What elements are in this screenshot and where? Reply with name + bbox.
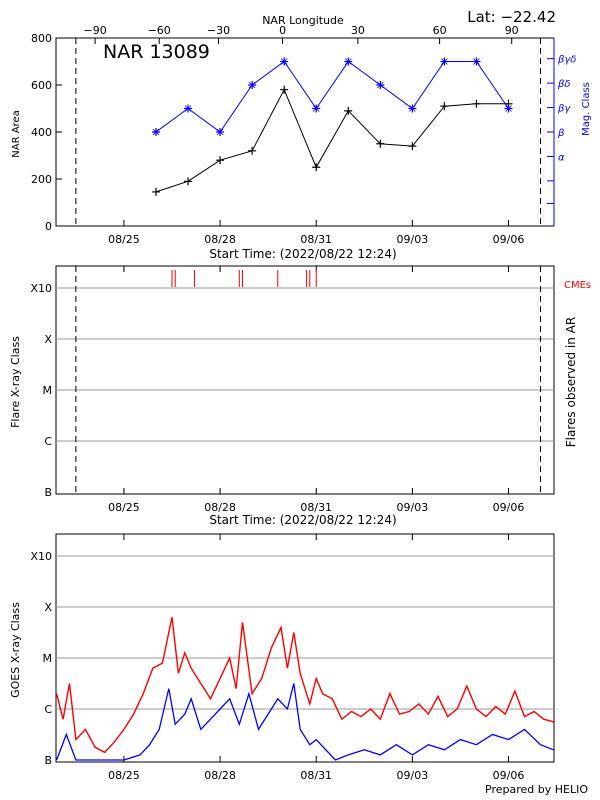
p1-series-1-star-8: [409, 105, 416, 112]
p2-level-label-3: X: [44, 333, 52, 346]
top-axis-title: NAR Longitude: [262, 14, 344, 27]
p1-xtick-label-2: 08/31: [300, 233, 332, 246]
p1-toptick-label-2: −30: [207, 24, 230, 37]
p1-ytick-label-4: 800: [31, 32, 52, 45]
p2-xtick-label-2: 08/31: [300, 501, 332, 514]
p2-level-label-2: M: [43, 384, 53, 397]
lat-label: Lat: −22.42: [467, 8, 556, 26]
nar-area-panel: NAR 13089 Start Time: (2022/08/22 12:24)…: [11, 37, 592, 261]
panel2-right-label: Flares observed in AR: [564, 317, 578, 447]
p1-toptick-label-6: 90: [505, 24, 519, 37]
p1-ytick-label-1: 200: [31, 173, 52, 186]
p3-xtick-label-1: 08/28: [204, 769, 236, 782]
p1-series-0-point-0: [151, 187, 160, 196]
p1-series-line-0: [155, 88, 509, 193]
p1-series-1-star-4: [280, 58, 288, 65]
p1-series-1-star-2: [216, 128, 224, 136]
p1-toptick-label-5: 60: [433, 24, 447, 37]
p1-series-1-star-11: [505, 105, 512, 112]
footer-credit: Prepared by HELIO: [485, 783, 588, 796]
p1-series-0-point-4: [280, 85, 289, 94]
panel1-ylabel: NAR Area: [11, 110, 22, 157]
p3-series-1-line: [55, 683, 554, 761]
panel1-right-label: Mag. Class: [581, 82, 592, 136]
p1-mag-label-2: βγ: [557, 104, 571, 115]
p1-series-0-point-1: [184, 177, 193, 186]
p1-xtick-label-4: 09/06: [493, 233, 525, 246]
p1-toptick-label-0: −90: [83, 24, 106, 37]
p1-series-0-point-7: [376, 139, 385, 148]
p1-ytick-label-3: 600: [31, 79, 52, 92]
p1-mag-label-4: βγδ: [557, 55, 576, 66]
p1-series-1-star-3: [248, 81, 256, 89]
p1-ytick-label-2: 400: [31, 126, 52, 139]
flare-panel: Start Time: (2022/08/22 12:24) Flare X-r…: [9, 265, 591, 527]
p1-toptick-label-3: 0: [279, 24, 286, 37]
p1-xtick-label-1: 08/28: [204, 233, 236, 246]
panel2-frame: [55, 265, 555, 495]
cme-legend: CMEs: [564, 280, 591, 291]
p1-series-0-point-8: [408, 142, 417, 151]
p1-series-1-star-1: [184, 105, 192, 112]
p1-series-line-1: [155, 60, 509, 133]
p3-xtick-label-2: 08/31: [300, 769, 332, 782]
p1-series-0-point-10: [472, 99, 481, 108]
p1-series-1-star-9: [441, 58, 448, 65]
p1-toptick-label-1: −60: [148, 24, 171, 37]
p3-level-label-3: X: [44, 601, 52, 614]
p1-toptick-label-4: 30: [351, 24, 365, 37]
p1-series-0-point-5: [312, 163, 321, 172]
p1-series-0-point-2: [216, 156, 225, 165]
p1-series-1-star-5: [312, 105, 320, 112]
p1-series-1-star-7: [377, 81, 384, 89]
p3-xtick-label-0: 08/25: [108, 769, 140, 782]
panel3-frame: [55, 533, 555, 763]
p1-mag-label-0: α: [558, 152, 565, 163]
p3-level-label-4: X10: [30, 550, 52, 563]
panel1-xlabel: Start Time: (2022/08/22 12:24): [209, 247, 396, 261]
p2-level-label-4: X10: [30, 282, 52, 295]
p2-level-label-0: B: [44, 486, 52, 499]
p1-series-0-point-3: [248, 146, 257, 155]
p2-xtick-label-3: 09/03: [397, 501, 429, 514]
goes-panel: GOES X-ray Class: [9, 533, 555, 763]
p2-xtick-label-0: 08/25: [108, 501, 140, 514]
panel2-xlabel: Start Time: (2022/08/22 12:24): [209, 513, 396, 527]
p1-series-1-star-0: [152, 128, 160, 136]
p3-xtick-label-4: 09/06: [493, 769, 525, 782]
panel1-title: NAR 13089: [103, 41, 210, 63]
p1-ytick-label-0: 0: [45, 220, 52, 233]
p3-level-label-2: M: [43, 652, 53, 665]
p1-mag-label-1: β: [557, 128, 565, 139]
p1-series-1-star-6: [344, 58, 352, 65]
p1-xtick-label-0: 08/25: [108, 233, 140, 246]
p1-series-0-point-6: [344, 106, 353, 115]
p3-level-label-0: B: [44, 754, 52, 767]
panel2-ylabel: Flare X-ray Class: [9, 336, 22, 428]
panel3-ylabel: GOES X-ray Class: [9, 602, 22, 698]
p2-xtick-label-4: 09/06: [493, 501, 525, 514]
p3-level-label-1: C: [44, 703, 52, 716]
p2-xtick-label-1: 08/28: [204, 501, 236, 514]
p3-series-0-line: [55, 617, 554, 754]
p2-level-label-1: C: [44, 435, 52, 448]
p1-series-1-star-10: [473, 58, 480, 65]
p1-mag-label-3: βδ: [557, 79, 571, 90]
p1-xtick-label-3: 09/03: [397, 233, 429, 246]
p1-series-0-point-9: [440, 102, 449, 111]
p3-xtick-label-3: 09/03: [397, 769, 429, 782]
